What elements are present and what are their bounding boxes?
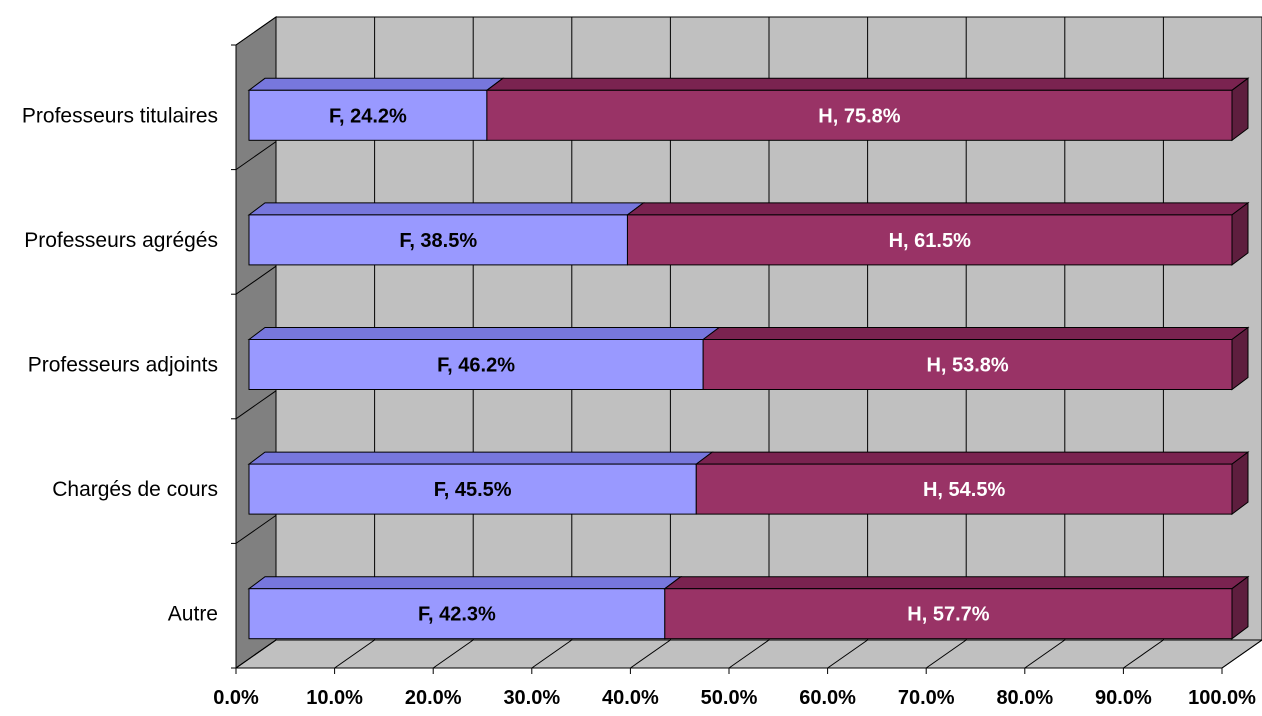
category-label: Chargés de cours: [52, 478, 218, 501]
data-label: H, 57.7%: [907, 604, 989, 626]
side-gridline: [235, 16, 277, 46]
data-label: F, 46.2%: [437, 355, 515, 377]
floor-gridline: [1123, 639, 1164, 669]
floor-gridline: [728, 639, 770, 669]
floor-gridline: [531, 639, 573, 669]
bar-h-2: [702, 339, 1233, 390]
x-tick-label: 30.0%: [503, 687, 560, 709]
bar-top-face: [663, 576, 1250, 590]
floor-gridline: [630, 639, 671, 669]
floor-gridline: [334, 639, 375, 669]
bar-f-1: [248, 214, 628, 266]
category-label: Professeurs adjoints: [28, 354, 218, 377]
floor-gridline: [925, 639, 967, 669]
bar-top-face: [247, 576, 683, 590]
side-gridline: [235, 265, 277, 295]
bar-f-0: [248, 89, 488, 141]
side-gridline: [235, 639, 277, 669]
data-label: H, 75.8%: [818, 105, 900, 127]
x-tick-label: 80.0%: [996, 687, 1053, 709]
bar-h-3: [695, 463, 1233, 515]
bar-side-face: [1231, 575, 1249, 640]
data-label: F, 38.5%: [399, 230, 477, 252]
bar-top-face: [247, 327, 721, 340]
category-label: Professeurs titulaires: [22, 104, 218, 127]
floor-gridline: [1024, 639, 1066, 669]
x-tick-label: 60.0%: [799, 687, 856, 709]
bar-top-face: [694, 451, 1250, 465]
bar-side-face: [1231, 77, 1249, 142]
side-gridline: [235, 514, 277, 544]
data-label: F, 24.2%: [329, 105, 407, 127]
bar-f-2: [248, 339, 704, 390]
x-tick-label: 90.0%: [1095, 687, 1152, 709]
bar-side-face: [1231, 201, 1249, 266]
bar-top-face: [247, 202, 645, 216]
axis-labels-group: 0.0% 10.0% 20.0% 30.0% 40.0% 50.0% 60.0% 70.0% 8…: [22, 104, 1256, 709]
data-label: H, 53.8%: [926, 355, 1008, 377]
data-label: H, 61.5%: [889, 230, 971, 252]
bar-h-1: [626, 214, 1233, 266]
category-label: Autre: [168, 603, 218, 626]
x-tick-label: 100.0%: [1188, 687, 1256, 709]
x-tick-label: 50.0%: [701, 687, 758, 709]
data-label: F, 42.3%: [418, 604, 496, 626]
data-label: F, 45.5%: [434, 479, 512, 501]
bar-side-face: [1231, 326, 1249, 391]
bar-side-face: [1231, 451, 1249, 516]
x-tick-label: 20.0%: [405, 687, 462, 709]
bar-top-face: [625, 202, 1250, 216]
x-tick-label: 70.0%: [898, 687, 955, 709]
category-label: Professeurs agrégés: [24, 229, 218, 252]
floor-gridline: [827, 639, 868, 669]
bar-top-face: [247, 77, 505, 91]
bar-f-4: [248, 588, 666, 640]
floor-gridline: [1221, 639, 1262, 669]
bar-top-face: [701, 327, 1250, 340]
floor-gridline: [432, 639, 474, 669]
x-tick-label: 40.0%: [602, 687, 659, 709]
x-tick-label: 0.0%: [213, 687, 259, 709]
bar-f-3: [248, 463, 697, 515]
bar-top-face: [247, 451, 714, 465]
bar-h-4: [664, 588, 1233, 640]
side-gridline: [235, 390, 277, 420]
bar-top-face: [485, 77, 1250, 91]
data-label: H, 54.5%: [923, 479, 1005, 501]
bars-group: [247, 77, 1250, 640]
x-tick-label: 10.0%: [306, 687, 363, 709]
side-gridline: [235, 141, 277, 171]
